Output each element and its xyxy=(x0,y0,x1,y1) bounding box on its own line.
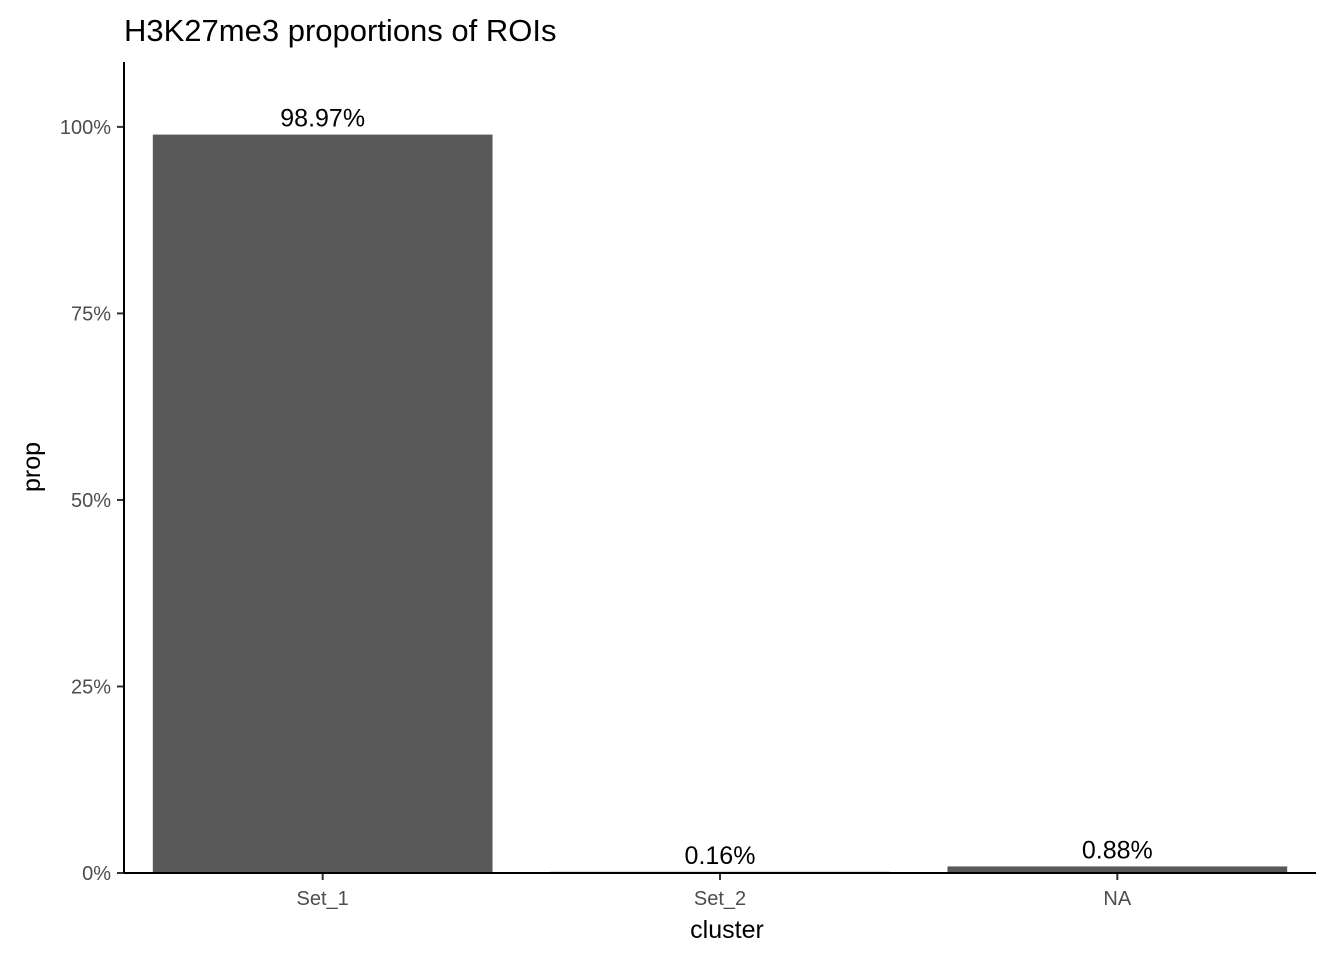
x-tick-label-set-2: Set_2 xyxy=(694,888,746,910)
y-tick-label-75: 75% xyxy=(71,303,111,325)
bar-na xyxy=(947,866,1288,873)
data-label-set-2: 0.16% xyxy=(685,842,756,870)
y-tick-label-0: 0% xyxy=(82,863,111,885)
x-tick-label-set-1: Set_1 xyxy=(297,888,349,910)
y-tick-label-50: 50% xyxy=(71,490,111,512)
data-label-na: 0.88% xyxy=(1082,836,1153,864)
x-tick-label-na: NA xyxy=(1103,888,1131,910)
x-axis-title: cluster xyxy=(690,916,764,944)
y-axis-ticks: 0% 25% 50% 75% 100% xyxy=(60,117,124,885)
data-labels-group: 98.97% 0.16% 0.88% xyxy=(280,105,1153,870)
data-label-set-1: 98.97% xyxy=(280,105,365,133)
y-axis-title: prop xyxy=(18,442,46,492)
bar-set-1 xyxy=(152,134,493,873)
y-tick-label-25: 25% xyxy=(71,676,111,698)
chart-title: H3K27me3 proportions of ROIs xyxy=(124,13,557,48)
x-axis-ticks: Set_1 Set_2 NA xyxy=(297,873,1132,910)
bars-group xyxy=(152,134,1288,873)
y-tick-label-100: 100% xyxy=(60,117,111,139)
